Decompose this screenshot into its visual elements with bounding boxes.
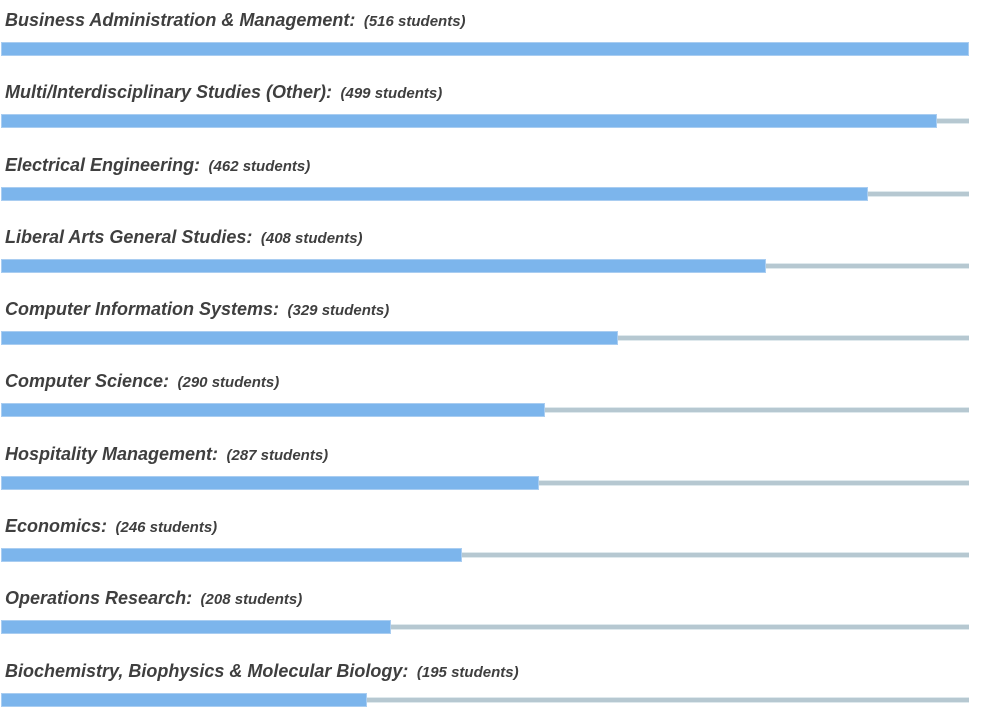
chart-row: Economics: (246 students) <box>0 506 981 578</box>
row-label-line: Business Administration & Management: (5… <box>0 10 981 32</box>
bar-area <box>1 475 969 490</box>
bar <box>1 42 969 56</box>
bar <box>1 620 392 635</box>
category-label: Business Administration & Management: <box>5 10 356 30</box>
bar <box>1 548 463 563</box>
chart-row: Biochemistry, Biophysics & Molecular Bio… <box>0 651 981 723</box>
category-label: Computer Science: <box>5 371 170 392</box>
value-label: (208 students) <box>200 591 303 609</box>
row-label-line: Electrical Engineering: (462 students) <box>0 155 981 177</box>
category-label: Hospitality Management: <box>5 443 219 464</box>
bar <box>1 258 767 273</box>
bar <box>1 186 868 201</box>
value-label: (290 students) <box>177 374 280 392</box>
bar-area <box>1 548 969 563</box>
category-label: Biochemistry, Biophysics & Molecular Bio… <box>5 660 409 681</box>
category-label: Economics: <box>5 516 108 537</box>
category-label: Computer Information Systems: <box>5 299 280 320</box>
category-label: Multi/Interdisciplinary Studies (Other): <box>5 82 333 103</box>
bar-track <box>1 696 969 703</box>
bar-area <box>1 258 969 273</box>
chart-row: Multi/Interdisciplinary Studies (Other):… <box>0 72 981 144</box>
value-label: (516 students) <box>363 13 466 30</box>
value-label: (408 students) <box>260 229 363 247</box>
chart-row: Hospitality Management: (287 students) <box>0 434 981 506</box>
bar <box>1 331 619 346</box>
bar-area <box>1 114 969 129</box>
row-label-line: Computer Science: (290 students) <box>0 371 981 393</box>
bar-area <box>1 403 969 418</box>
chart-row: Liberal Arts General Studies: (408 stude… <box>0 217 981 289</box>
category-label: Electrical Engineering: <box>5 154 201 175</box>
bar-area <box>1 331 969 346</box>
value-label: (499 students) <box>340 85 443 103</box>
chart-row: Business Administration & Management: (5… <box>0 0 981 72</box>
bar <box>1 475 540 490</box>
value-label: (462 students) <box>208 157 311 175</box>
bar-area <box>1 692 969 707</box>
bar <box>1 403 546 418</box>
row-label-line: Biochemistry, Biophysics & Molecular Bio… <box>0 661 981 683</box>
value-label: (287 students) <box>226 446 329 464</box>
row-label-line: Hospitality Management: (287 students) <box>0 444 981 466</box>
row-label-line: Computer Information Systems: (329 stude… <box>0 299 981 321</box>
value-label: (195 students) <box>416 663 519 681</box>
bar <box>1 114 938 129</box>
chart-row: Computer Information Systems: (329 stude… <box>0 289 981 361</box>
bar-area <box>1 186 969 201</box>
row-label-line: Operations Research: (208 students) <box>0 588 981 610</box>
bar-area <box>1 620 969 635</box>
row-label-line: Economics: (246 students) <box>0 516 981 538</box>
chart-row: Computer Science: (290 students) <box>0 361 981 433</box>
category-label: Operations Research: <box>5 588 193 609</box>
row-label-line: Multi/Interdisciplinary Studies (Other):… <box>0 82 981 104</box>
bar-area <box>1 42 969 56</box>
bar-track <box>1 552 969 559</box>
chart-row: Electrical Engineering: (462 students) <box>0 145 981 217</box>
value-label: (329 students) <box>287 302 390 320</box>
bar-track <box>1 624 969 631</box>
chart-row: Operations Research: (208 students) <box>0 578 981 650</box>
category-label: Liberal Arts General Studies: <box>5 226 253 247</box>
bar <box>1 692 367 707</box>
value-label: (246 students) <box>115 519 218 537</box>
row-label-line: Liberal Arts General Studies: (408 stude… <box>0 227 981 249</box>
